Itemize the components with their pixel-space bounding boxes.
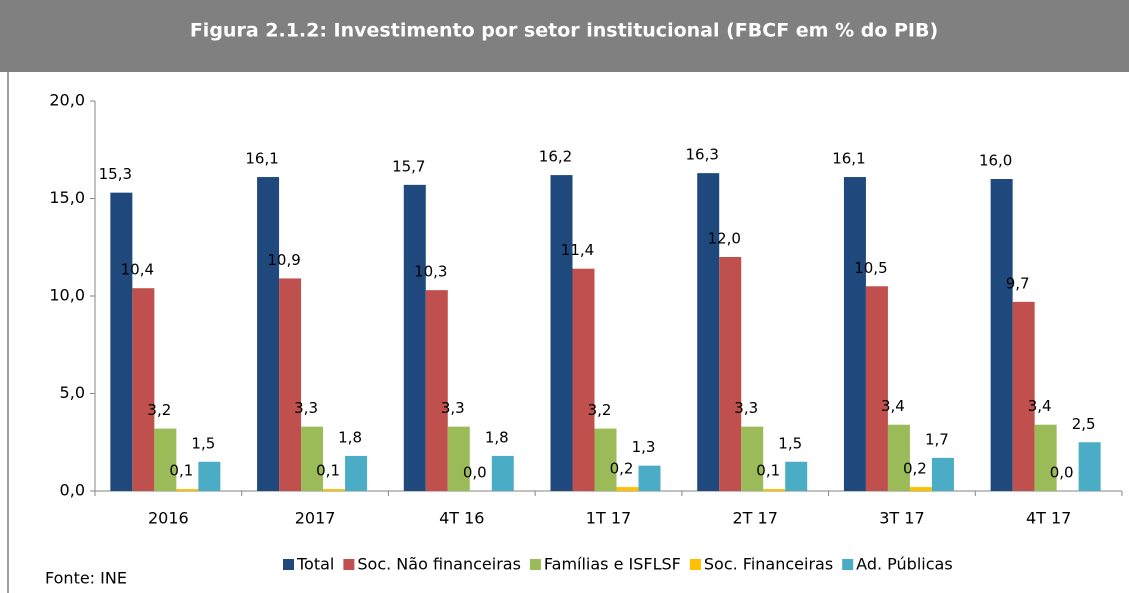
x-tick-label: 3T 17 (879, 509, 924, 528)
bar (843, 177, 866, 492)
bar (1078, 442, 1101, 491)
value-label: 3,2 (147, 401, 171, 419)
bar (763, 489, 786, 491)
bar (425, 290, 448, 491)
chart-title: Figura 2.1.2: Investimento por setor ins… (190, 20, 938, 42)
value-label: 16,0 (979, 152, 1012, 170)
value-label: 2,5 (1072, 415, 1096, 433)
value-label: 0,2 (610, 460, 634, 478)
value-label: 1,8 (338, 428, 362, 446)
legend-label: Soc. Não financeiras (357, 555, 521, 574)
value-label: 9,7 (1006, 274, 1030, 292)
x-tick-label: 4T 16 (439, 509, 484, 528)
x-tick-label: 4T 17 (1026, 509, 1071, 528)
value-label: 1,5 (191, 434, 215, 452)
value-label: 3,4 (1028, 397, 1052, 415)
bar (279, 278, 302, 491)
bar (176, 489, 199, 491)
value-label: 3,4 (881, 397, 905, 415)
legend-swatch (842, 559, 854, 570)
legend-swatch (529, 559, 541, 570)
bar (154, 428, 177, 491)
bar (865, 286, 888, 491)
value-label: 16,1 (245, 150, 278, 168)
bar (990, 179, 1013, 491)
source-note: Fonte: INE (45, 569, 127, 588)
bar (1034, 424, 1057, 491)
bar (550, 175, 573, 491)
bar (638, 465, 661, 491)
x-tick-label: 2017 (295, 509, 336, 528)
x-tick-label: 1T 17 (586, 509, 631, 528)
legend-label: Famílias e ISFLSF (544, 555, 681, 574)
legend-label: Total (296, 555, 334, 574)
y-tick-label: 20,0 (49, 91, 85, 110)
value-label: 0,1 (756, 462, 780, 480)
bar (323, 489, 346, 491)
value-label: 16,2 (539, 148, 572, 166)
bar (697, 173, 720, 491)
value-label: 0,1 (316, 462, 340, 480)
bar (447, 426, 470, 491)
value-label: 3,3 (734, 399, 758, 417)
value-label: 0,2 (903, 460, 927, 478)
bar (1012, 301, 1035, 491)
bar (719, 257, 742, 491)
bar (257, 177, 280, 492)
bar (491, 455, 514, 491)
bar (931, 457, 954, 491)
bar (616, 487, 639, 491)
value-label: 3,3 (441, 399, 465, 417)
value-label: 15,7 (392, 157, 425, 175)
bar (741, 426, 764, 491)
value-label: 10,9 (267, 251, 300, 269)
x-tick-label: 2016 (148, 509, 189, 528)
bar (594, 428, 617, 491)
legend-swatch (283, 559, 294, 570)
bar (909, 487, 932, 491)
value-label: 1,7 (925, 430, 949, 448)
value-label: 10,3 (414, 263, 447, 281)
value-label: 1,8 (485, 428, 509, 446)
value-label: 16,3 (686, 146, 719, 164)
legend-label: Ad. Públicas (856, 555, 952, 574)
bar (403, 184, 426, 491)
bar (110, 192, 133, 491)
bar (785, 461, 808, 491)
y-tick-label: 15,0 (49, 188, 85, 207)
bar (198, 461, 221, 491)
value-label: 1,5 (778, 434, 802, 452)
y-tick-label: 5,0 (60, 383, 85, 402)
legend-swatch (689, 559, 701, 570)
bar (345, 455, 368, 491)
bar (301, 426, 324, 491)
legend-label: Soc. Financeiras (704, 555, 833, 574)
legend-swatch (343, 559, 355, 570)
x-tick-label: 2T 17 (733, 509, 778, 528)
value-label: 10,5 (854, 259, 887, 277)
title-banner (0, 0, 1129, 72)
value-label: 12,0 (708, 230, 741, 248)
y-tick-label: 0,0 (60, 481, 85, 500)
value-label: 10,4 (121, 261, 154, 279)
value-label: 1,3 (632, 438, 656, 456)
value-label: 3,3 (294, 399, 318, 417)
value-label: 11,4 (561, 241, 594, 259)
y-tick-label: 10,0 (49, 286, 85, 305)
bar (572, 268, 595, 491)
value-label: 0,1 (169, 462, 193, 480)
bar (132, 288, 155, 491)
value-label: 0,0 (463, 464, 487, 482)
value-label: 15,3 (99, 165, 132, 183)
value-label: 0,0 (1050, 464, 1074, 482)
value-label: 16,1 (832, 150, 865, 168)
bar (887, 424, 910, 491)
value-label: 3,2 (588, 401, 612, 419)
